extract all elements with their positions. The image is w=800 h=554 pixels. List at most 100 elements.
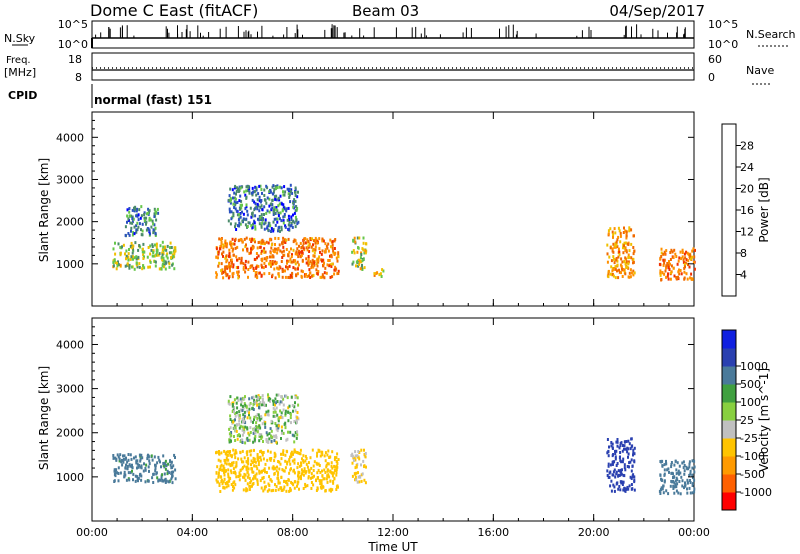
- range-gate: [260, 273, 263, 277]
- range-gate: [143, 211, 146, 215]
- range-gate: [316, 454, 318, 458]
- range-gate: [293, 461, 296, 465]
- range-gate: [137, 465, 140, 469]
- range-gate: [255, 272, 258, 276]
- range-gate: [124, 264, 127, 268]
- range-gate: [234, 412, 237, 415]
- range-gate: [617, 235, 620, 239]
- range-gate: [357, 246, 360, 250]
- range-gate: [357, 450, 360, 453]
- colorbar-tick-label: 25: [740, 414, 754, 427]
- range-gate: [246, 470, 249, 474]
- range-gate: [360, 448, 363, 452]
- range-gate: [231, 488, 234, 492]
- range-gate: [298, 464, 301, 468]
- range-gate: [301, 457, 303, 461]
- range-gate: [670, 461, 673, 464]
- range-gate: [289, 224, 292, 228]
- range-gate: [683, 486, 685, 490]
- range-gate: [609, 463, 612, 467]
- range-gate: [294, 186, 297, 190]
- range-gate: [273, 195, 276, 199]
- range-gate: [272, 190, 275, 194]
- range-gate: [335, 456, 338, 460]
- range-gate: [164, 245, 167, 249]
- range-gate: [617, 247, 620, 251]
- range-gate: [242, 430, 245, 434]
- range-gate: [663, 472, 666, 476]
- range-gate: [278, 274, 281, 278]
- range-gate: [315, 262, 318, 266]
- range-gate: [315, 238, 318, 242]
- range-gate: [168, 265, 171, 269]
- range-gate: [223, 473, 226, 477]
- power-x-axis: [91, 112, 695, 306]
- range-gate: [255, 414, 257, 418]
- range-gate: [323, 454, 326, 458]
- range-gate: [313, 251, 316, 255]
- range-gate: [317, 462, 320, 466]
- range-gate: [250, 191, 253, 195]
- range-gate: [133, 232, 136, 236]
- range-gate: [263, 467, 266, 471]
- range-gate: [283, 485, 286, 489]
- range-gate: [244, 425, 247, 429]
- range-gate: [215, 273, 218, 277]
- range-gate: [268, 437, 271, 441]
- range-gate: [142, 257, 145, 260]
- range-gate: [360, 463, 362, 467]
- range-gate: [266, 413, 269, 417]
- range-gate: [318, 255, 321, 259]
- range-gate: [272, 220, 275, 224]
- range-gate: [276, 251, 279, 255]
- range-gate: [294, 450, 297, 454]
- range-gate: [606, 438, 609, 441]
- range-gate: [236, 258, 238, 262]
- range-gate: [234, 197, 237, 201]
- range-gate: [275, 208, 278, 212]
- range-gate: [148, 209, 151, 213]
- range-gate: [260, 415, 263, 419]
- range-gate: [676, 478, 679, 482]
- range-gate: [358, 457, 361, 461]
- range-gate: [131, 463, 133, 467]
- range-gate: [272, 410, 275, 414]
- range-gate: [632, 257, 635, 261]
- range-gate: [661, 487, 664, 491]
- range-gate: [170, 472, 173, 475]
- range-gate: [275, 194, 278, 198]
- range-gate: [247, 268, 250, 271]
- freq-tick-bottom: 8: [75, 71, 82, 84]
- range-gate: [236, 434, 239, 438]
- range-gate: [621, 275, 624, 278]
- range-gate: [137, 225, 140, 229]
- range-gate: [161, 473, 164, 477]
- range-gate: [272, 414, 275, 418]
- range-gate: [255, 425, 258, 429]
- range-gate: [131, 246, 134, 250]
- range-gate: [251, 237, 254, 241]
- range-gate: [633, 249, 636, 253]
- range-gate: [155, 245, 158, 249]
- range-gate: [126, 208, 129, 212]
- range-gate: [166, 472, 169, 476]
- range-gate: [265, 211, 268, 215]
- range-gate: [615, 258, 618, 262]
- range-gate: [621, 460, 624, 464]
- range-gate: [293, 198, 296, 202]
- range-gate: [148, 210, 150, 214]
- range-gate: [227, 265, 230, 269]
- range-gate: [137, 476, 140, 480]
- range-gate: [305, 261, 308, 265]
- range-gate: [230, 243, 233, 247]
- range-gate: [617, 469, 620, 473]
- range-gate: [217, 458, 220, 462]
- range-gate: [232, 485, 234, 488]
- range-gate: [263, 242, 266, 246]
- y-tick-label: 3000: [56, 383, 84, 396]
- range-gate: [248, 438, 251, 442]
- range-gate: [308, 470, 311, 474]
- freq-panel: Freq. [MHz] 18 8 60 0 Nave: [4, 52, 774, 85]
- range-gate: [234, 201, 237, 205]
- range-gate: [263, 188, 266, 192]
